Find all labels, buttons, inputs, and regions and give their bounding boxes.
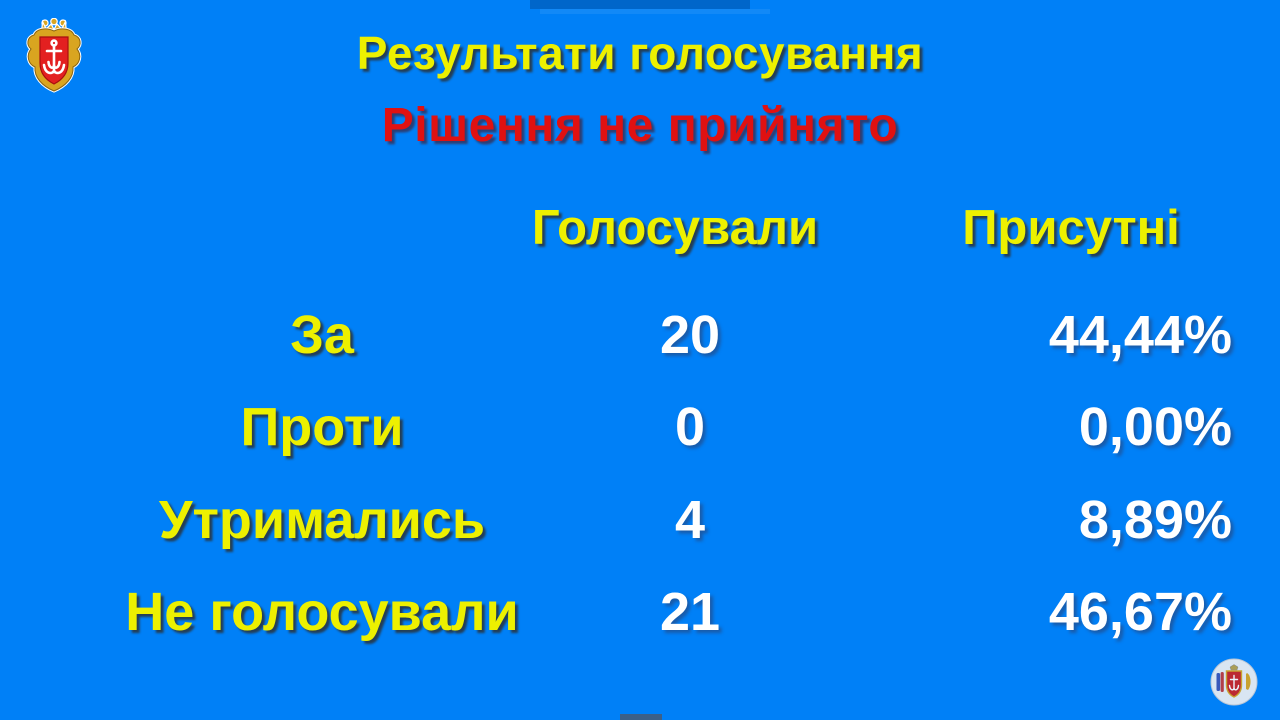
row-utrymalys-voted-count: 4 — [674, 490, 706, 550]
row-proty-voted-count: 0 — [674, 397, 706, 457]
row-za-present-percent: 44,44% — [1048, 305, 1232, 365]
decision-status: Рішення не прийнято — [381, 99, 899, 152]
page-title: Результати голосування — [356, 27, 924, 79]
top-dark-strip — [530, 0, 750, 9]
column-header-present: Присутні — [962, 201, 1180, 255]
row-utrymalys-label: Утримались — [158, 490, 486, 550]
odesa-coat-of-arms-icon — [24, 17, 84, 94]
row-ne-holosuvaly-present-percent: 46,67% — [1048, 582, 1232, 642]
row-utrymalys-present-percent: 8,89% — [1078, 490, 1232, 550]
row-proty-label: Проти — [240, 397, 404, 457]
top-strip-highlight — [540, 9, 770, 14]
column-header-voted: Голосували — [531, 201, 819, 255]
row-proty-present-percent: 0,00% — [1078, 397, 1232, 457]
bottom-dark-strip — [620, 714, 662, 720]
row-za-voted-count: 20 — [659, 305, 721, 365]
odesa-round-emblem-watermark-icon — [1210, 658, 1258, 706]
row-ne-holosuvaly-label: Не голосували — [125, 582, 519, 642]
row-ne-holosuvaly-voted-count: 21 — [659, 582, 721, 642]
row-za-label: За — [290, 305, 354, 365]
